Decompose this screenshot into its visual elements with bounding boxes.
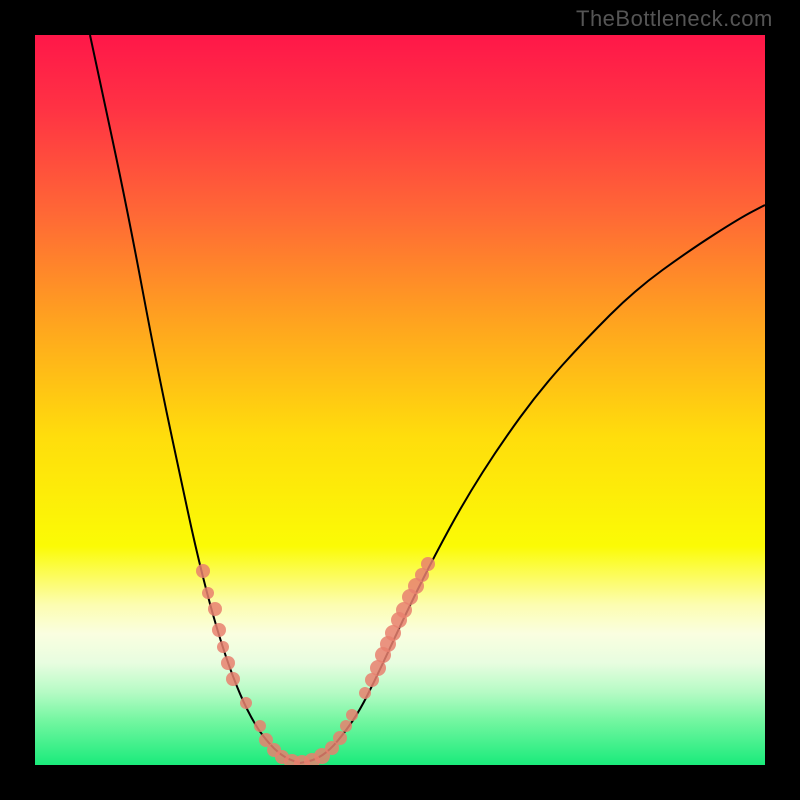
scatter-point <box>333 731 347 745</box>
chart-container: TheBottleneck.com <box>0 0 800 800</box>
scatter-point <box>340 720 352 732</box>
scatter-point <box>421 557 435 571</box>
scatter-point <box>202 587 214 599</box>
plot-gradient <box>35 35 765 765</box>
scatter-point <box>240 697 252 709</box>
chart-svg <box>0 0 800 800</box>
scatter-point <box>217 641 229 653</box>
scatter-point <box>254 720 266 732</box>
scatter-point <box>346 709 358 721</box>
scatter-point <box>196 564 210 578</box>
scatter-point <box>208 602 222 616</box>
scatter-point <box>221 656 235 670</box>
scatter-point <box>359 687 371 699</box>
scatter-point <box>212 623 226 637</box>
scatter-point <box>226 672 240 686</box>
